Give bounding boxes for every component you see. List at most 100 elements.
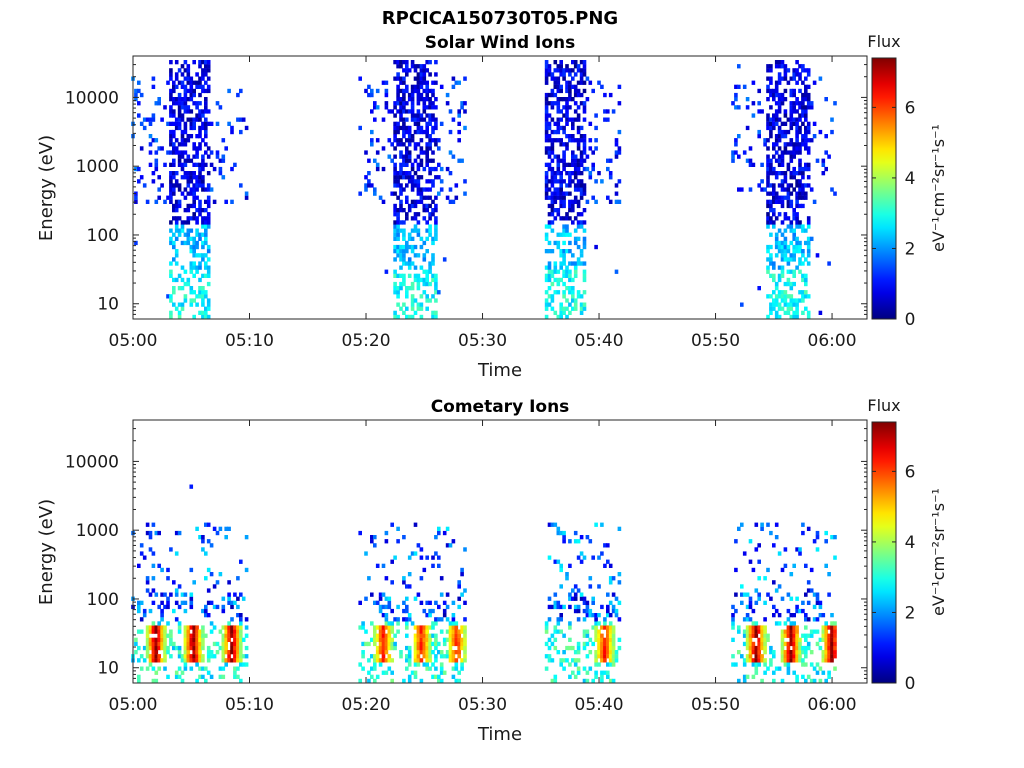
solar-wind-flux-cell <box>783 216 788 221</box>
solar-wind-flux-cell <box>559 310 563 315</box>
solar-wind-flux-cell <box>774 171 779 176</box>
solar-wind-flux-cell <box>434 195 438 200</box>
cometary-flux-cell <box>833 654 837 659</box>
solar-wind-flux-cell <box>201 286 205 291</box>
solar-wind-flux-cell <box>192 175 196 180</box>
solar-wind-flux-cell <box>428 261 432 266</box>
solar-wind-flux-cell <box>148 142 153 147</box>
solar-wind-flux-cell <box>396 212 400 217</box>
solar-wind-flux-cell <box>772 166 776 172</box>
solar-wind-flux-cell <box>399 183 403 188</box>
solar-wind-flux-cell <box>212 199 217 204</box>
cometary-flux-cell <box>792 633 796 638</box>
solar-wind-flux-cell <box>734 142 738 147</box>
cometary-flux-cell <box>437 650 441 655</box>
cometary-flux-cell <box>617 526 622 531</box>
solar-wind-flux-cell <box>402 257 406 262</box>
solar-wind-flux-cell <box>556 187 561 192</box>
solar-wind-flux-cell <box>806 129 811 135</box>
cometary-flux-cell <box>233 654 237 659</box>
solar-wind-flux-cell <box>786 187 791 192</box>
cometary-flux-cell <box>428 645 432 651</box>
cometary-flux-cell <box>812 678 817 684</box>
solar-wind-flux-cell <box>550 208 555 213</box>
solar-wind-flux-cell <box>434 310 438 315</box>
cometary-flux-cell <box>754 654 759 659</box>
cometary-flux-cell <box>384 670 389 675</box>
cometary-flux-cell <box>766 633 770 638</box>
solar-wind-flux-cell <box>760 162 764 167</box>
solar-wind-xlabel: Time <box>477 360 522 381</box>
solar-wind-flux-cell <box>798 117 802 122</box>
solar-wind-flux-cell <box>439 84 444 89</box>
solar-wind-flux-cell <box>812 134 817 139</box>
solar-wind-flux-cell <box>157 195 161 200</box>
solar-wind-flux-cell <box>431 294 435 299</box>
solar-wind-flux-cell <box>801 68 805 73</box>
solar-wind-flux-cell <box>766 158 770 163</box>
solar-wind-flux-cell <box>206 146 211 151</box>
solar-wind-flux-cell <box>172 216 176 221</box>
cometary-flux-cell <box>821 633 826 638</box>
cometary-flux-cell <box>544 666 549 671</box>
cometary-flux-cell <box>154 670 159 675</box>
solar-wind-flux-cell <box>393 203 397 209</box>
cometary-flux-cell <box>387 633 392 638</box>
cometary-flux-cell <box>384 530 389 536</box>
solar-wind-flux-cell <box>189 249 194 254</box>
solar-wind-flux-cell <box>769 134 773 139</box>
solar-wind-flux-cell <box>172 150 176 155</box>
cometary-flux-cell <box>582 555 587 560</box>
solar-wind-flux-cell <box>766 199 770 204</box>
solar-wind-flux-cell <box>163 105 167 110</box>
cometary-flux-cell <box>748 654 753 659</box>
figure-title: RPCICA150730T05.PNG <box>382 8 618 29</box>
solar-wind-flux-cell <box>798 290 802 295</box>
cometary-flux-cell <box>163 604 167 610</box>
cometary-flux-cell <box>611 658 616 663</box>
cometary-flux-cell <box>550 658 555 663</box>
cometary-flux-cell <box>183 666 188 671</box>
solar-wind-flux-cell <box>437 138 441 143</box>
cometary-flux-cell <box>174 530 179 536</box>
solar-wind-flux-cell <box>804 117 808 122</box>
cometary-flux-cell <box>419 633 424 638</box>
cometary-flux-cell <box>457 604 461 610</box>
cometary-x-tick-label: 05:20 <box>342 695 391 715</box>
cometary-flux-cell <box>454 629 459 634</box>
solar-wind-flux-cell <box>783 294 788 299</box>
solar-wind-flux-cell <box>399 80 403 85</box>
solar-wind-flux-cell <box>183 142 188 147</box>
solar-wind-flux-cell <box>172 286 176 291</box>
cometary-flux-cell <box>177 666 182 671</box>
solar-wind-flux-cell <box>221 175 226 180</box>
solar-wind-flux-cell <box>576 294 581 299</box>
solar-wind-flux-cell <box>180 286 185 291</box>
solar-wind-flux-cell <box>573 138 578 143</box>
cometary-flux-cell <box>463 658 467 663</box>
solar-wind-axes: 05:00 05:10 05:20 05:30 05:40 05:50 06:0010100… <box>65 55 867 351</box>
solar-wind-flux-cell <box>410 199 415 204</box>
solar-wind-flux-cell <box>402 68 406 73</box>
solar-wind-flux-cell <box>410 286 415 291</box>
solar-wind-flux-cell <box>556 138 561 143</box>
solar-wind-flux-cell <box>139 175 144 180</box>
cometary-flux-cell <box>384 637 389 642</box>
solar-wind-flux-cell <box>565 191 569 196</box>
cometary-flux-cell <box>358 662 362 667</box>
cometary-heatmap <box>131 484 837 684</box>
cometary-flux-cell <box>783 547 788 552</box>
solar-wind-flux-cell <box>774 216 779 221</box>
cometary-flux-cell <box>801 658 805 663</box>
solar-wind-flux-cell <box>559 302 563 307</box>
cometary-flux-cell <box>556 600 561 605</box>
cometary-flux-cell <box>611 654 616 659</box>
cometary-flux-cell <box>373 662 377 667</box>
cometary-flux-cell <box>780 629 785 634</box>
cometary-flux-cell <box>603 670 607 675</box>
cometary-flux-cell <box>789 596 794 601</box>
solar-wind-flux-cell <box>215 150 220 155</box>
solar-wind-flux-cell <box>195 232 199 237</box>
cometary-flux-cell <box>585 535 590 540</box>
cometary-flux-cell <box>734 539 738 544</box>
